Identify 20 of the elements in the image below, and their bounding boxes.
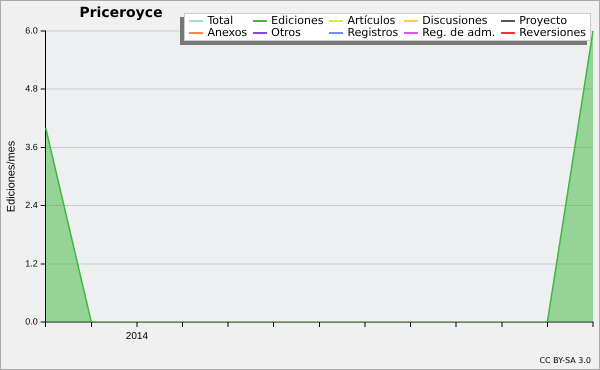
legend-label: Total xyxy=(206,14,234,27)
y-tick-label: 4.8 xyxy=(25,84,38,94)
y-tick-label: 3.6 xyxy=(25,142,38,152)
legend-label: Proyecto xyxy=(518,14,568,27)
legend-label: Discusiones xyxy=(421,14,488,27)
y-tick-label: 2.4 xyxy=(25,200,38,210)
legend-label: Otros xyxy=(270,26,302,39)
legend-label: Reg. de adm. xyxy=(421,26,496,39)
y-tick-label: 0.0 xyxy=(25,316,38,326)
y-tick-label: 6.0 xyxy=(25,25,38,36)
y-axis-title: Ediciones/mes xyxy=(6,140,18,212)
x-tick-label: 2014 xyxy=(126,330,148,342)
legend-label: Registros xyxy=(346,26,398,39)
legend-label: Artículos xyxy=(346,14,396,27)
legend-label: Anexos xyxy=(206,26,248,39)
y-tick-label: 1.2 xyxy=(25,258,38,268)
chart-title: Priceroyce xyxy=(78,5,164,21)
legend-label: Reversiones xyxy=(518,26,586,39)
text: CC BY-SA 3.0 xyxy=(539,356,591,365)
legend-label: Ediciones xyxy=(270,14,324,27)
